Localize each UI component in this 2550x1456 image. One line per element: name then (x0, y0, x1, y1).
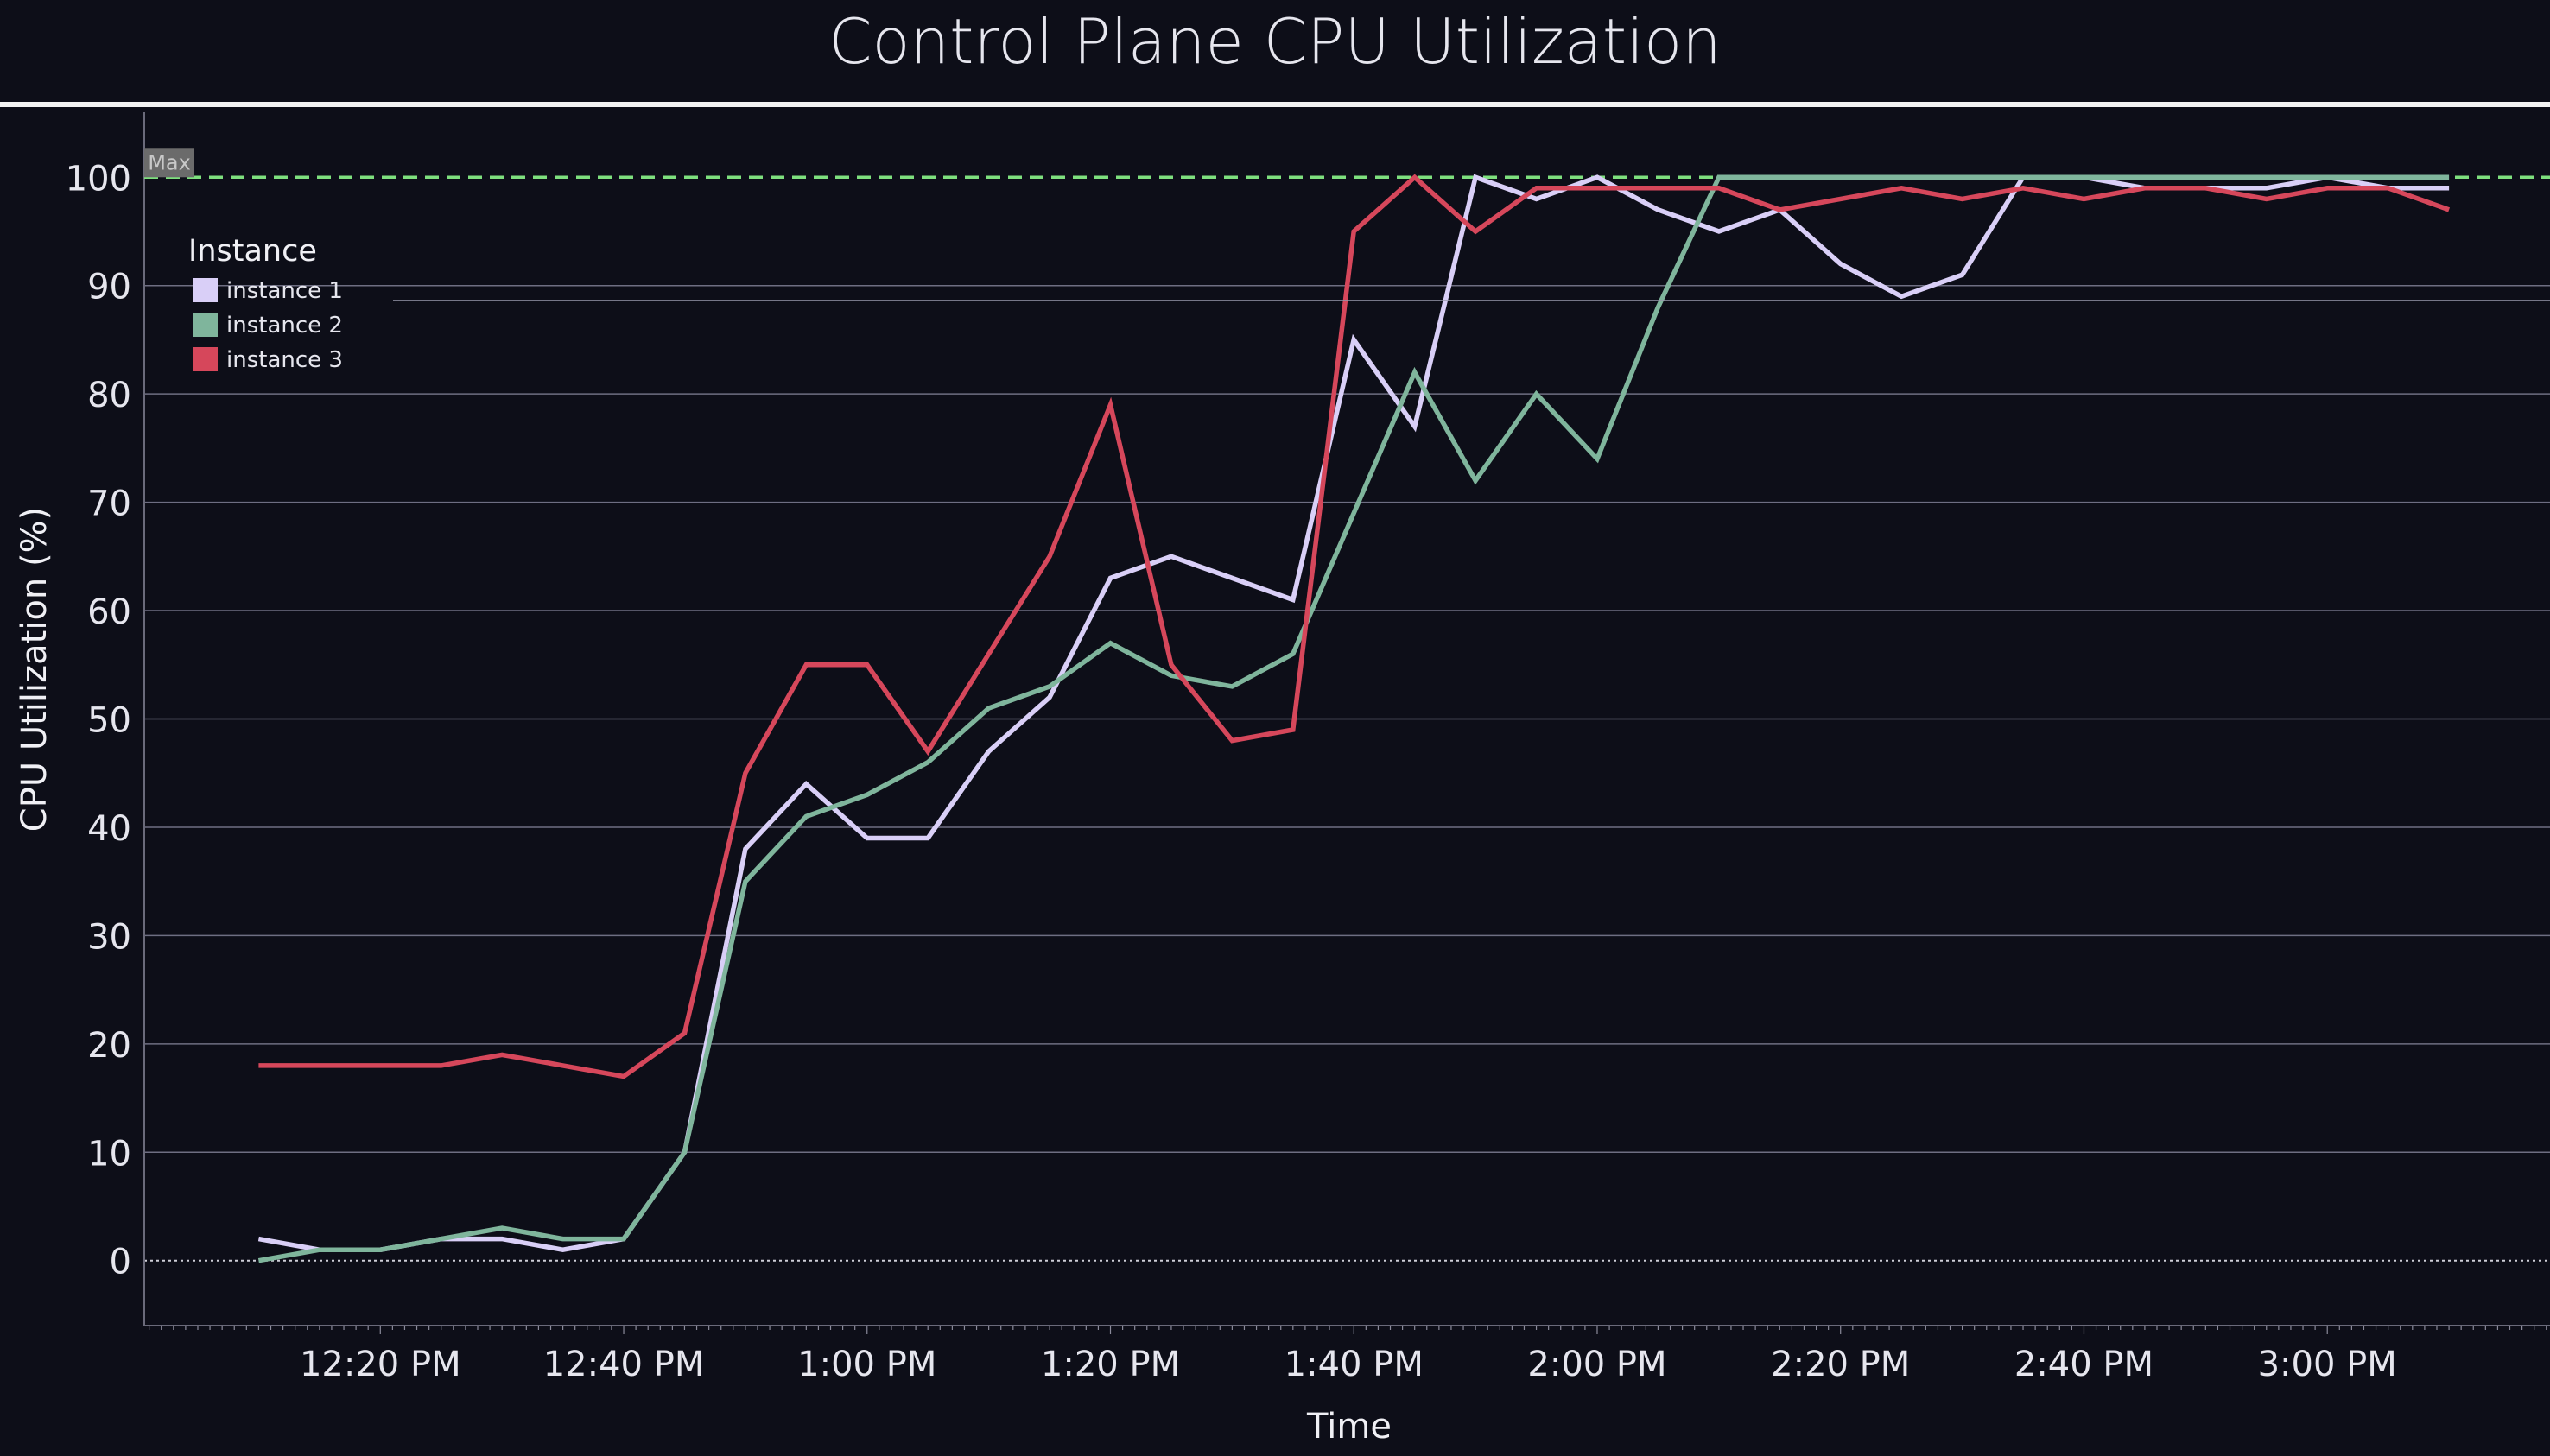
y-tick-label: 50 (87, 701, 131, 741)
legend-label: instance 1 (226, 278, 343, 304)
x-tick-label: 1:00 PM (797, 1345, 936, 1384)
chart-title: Control Plane CPU Utilization (828, 5, 1722, 78)
x-tick-label: 2:40 PM (2014, 1345, 2154, 1384)
y-tick-label: 60 (87, 592, 131, 632)
y-tick-label: 20 (87, 1026, 131, 1066)
legend-label: instance 2 (226, 313, 343, 339)
series-line-instance-3 (258, 174, 2451, 1079)
y-tick-label: 90 (87, 268, 131, 307)
y-tick-label: 100 (66, 159, 131, 199)
y-tick-label: 70 (87, 484, 131, 524)
x-tick-label: 12:20 PM (300, 1345, 461, 1384)
legend-title: Instance (188, 234, 317, 269)
x-axis-ticks: 12:20 PM 12:40 PM 1:00 PM 1:20 PM 1:40 PM 2:0… (300, 1345, 2397, 1384)
legend-swatch (193, 313, 218, 337)
y-tick-label: 10 (87, 1134, 131, 1174)
y-tick-label: 0 (110, 1243, 131, 1282)
series-line-instance-2 (257, 174, 2450, 1263)
title-divider (0, 102, 2550, 107)
legend: Instance instance 1 instance 2 instance 3 (188, 234, 2550, 373)
y-tick-label: 80 (87, 376, 131, 415)
x-tick-label: 1:40 PM (1285, 1345, 1424, 1384)
x-tick-label: 2:00 PM (1527, 1345, 1666, 1384)
x-tick-label: 1:20 PM (1041, 1345, 1180, 1384)
x-axis-label: Time (1306, 1407, 1392, 1447)
y-tick-label: 40 (87, 809, 131, 849)
x-axis-minor-ticks (149, 1326, 2547, 1334)
x-tick-label: 2:20 PM (1771, 1345, 1910, 1384)
y-tick-label: 30 (87, 917, 131, 957)
legend-swatch (193, 347, 218, 371)
x-tick-label: 3:00 PM (2258, 1345, 2397, 1384)
max-label-box (144, 148, 194, 178)
legend-label: instance 3 (226, 347, 343, 373)
x-tick-label: 12:40 PM (543, 1345, 705, 1384)
legend-swatch (193, 278, 218, 302)
y-axis-ticks: 0 10 20 30 40 50 60 70 80 90 100 (66, 159, 131, 1282)
y-axis-label: CPU Utilization (%) (15, 507, 54, 832)
max-label: Max (148, 150, 191, 174)
series-lines (257, 174, 2451, 1263)
